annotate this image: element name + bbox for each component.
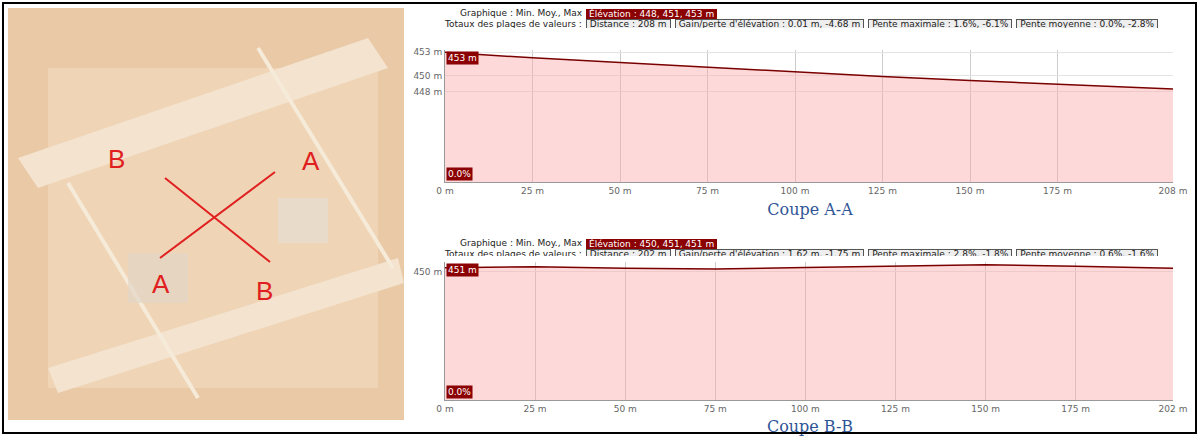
html-text:Pente maximale : 2.8%, -1.8%: Pente maximale : 2.8%, -1.8% <box>872 249 1009 259</box>
svg-text:0.0%: 0.0% <box>448 169 471 179</box>
html-text:Graphique : Min. Moy., Max: Graphique : Min. Moy., Max <box>460 238 582 248</box>
html-text:Graphique : Min. Moy., Max: Graphique : Min. Moy., Max <box>460 8 582 18</box>
html-text:Pente maximale : 1.6%, -6.1%: Pente maximale : 1.6%, -6.1% <box>872 19 1009 29</box>
svg-text:202 m: 202 m <box>1159 404 1188 414</box>
svg-text:125 m: 125 m <box>868 186 897 196</box>
html-text:Totaux des plages de valeurs :: Totaux des plages de valeurs : <box>445 249 582 259</box>
html-text:Totaux des plages de valeurs :: Totaux des plages de valeurs : <box>445 19 582 29</box>
svg-text:175 m: 175 m <box>1061 404 1090 414</box>
html-text:Élévation : 450, 451, 451 m: Élévation : 450, 451, 451 m <box>589 238 715 249</box>
svg-text:A: A <box>302 146 320 176</box>
svg-text:0 m: 0 m <box>436 404 453 414</box>
svg-text:25 m: 25 m <box>524 404 547 414</box>
svg-text:A: A <box>152 269 170 299</box>
svg-text:25 m: 25 m <box>521 186 544 196</box>
html-text:Coupe A-A: Coupe A-A <box>767 200 853 219</box>
svg-text:175 m: 175 m <box>1043 186 1072 196</box>
svg-text:448 m: 448 m <box>413 87 442 97</box>
html-text:Pente moyenne : 0.6%, -1.6%: Pente moyenne : 0.6%, -1.6% <box>1020 249 1155 259</box>
svg-text:100 m: 100 m <box>791 404 820 414</box>
svg-text:208 m: 208 m <box>1159 186 1188 196</box>
svg-text:450 m: 450 m <box>413 267 442 277</box>
svg-text:453 m: 453 m <box>448 53 477 63</box>
html-text:Gain/perte d'élévation : 1.62: Gain/perte d'élévation : 1.62 m, -1.75 m <box>678 249 861 259</box>
svg-text:75 m: 75 m <box>696 186 719 196</box>
svg-text:0 m: 0 m <box>436 186 453 196</box>
svg-text:150 m: 150 m <box>956 186 985 196</box>
svg-text:B: B <box>256 276 273 306</box>
svg-text:450 m: 450 m <box>413 71 442 81</box>
html-text:Coupe B-B: Coupe B-B <box>766 417 854 436</box>
html-text:Distance : 202 m: Distance : 202 m <box>589 249 667 259</box>
svg-text:B: B <box>108 144 125 174</box>
svg-text:453 m: 453 m <box>413 47 442 57</box>
svg-text:125 m: 125 m <box>881 404 910 414</box>
svg-text:100 m: 100 m <box>781 186 810 196</box>
svg-text:150 m: 150 m <box>971 404 1000 414</box>
html-text:Élévation : 448, 451, 453 m: Élévation : 448, 451, 453 m <box>589 8 715 19</box>
svg-text:451 m: 451 m <box>448 265 477 275</box>
svg-text:50 m: 50 m <box>614 404 637 414</box>
svg-text:0.0%: 0.0% <box>448 387 471 397</box>
html-text:Pente moyenne : 0.0%, -2.8%: Pente moyenne : 0.0%, -2.8% <box>1020 19 1155 29</box>
html-text:Gain/perte d'élévation : 0.01: Gain/perte d'élévation : 0.01 m, -4.68 m <box>678 19 861 29</box>
html-text:Distance : 208 m: Distance : 208 m <box>589 19 667 29</box>
svg-text:75 m: 75 m <box>704 404 727 414</box>
svg-text:50 m: 50 m <box>608 186 631 196</box>
